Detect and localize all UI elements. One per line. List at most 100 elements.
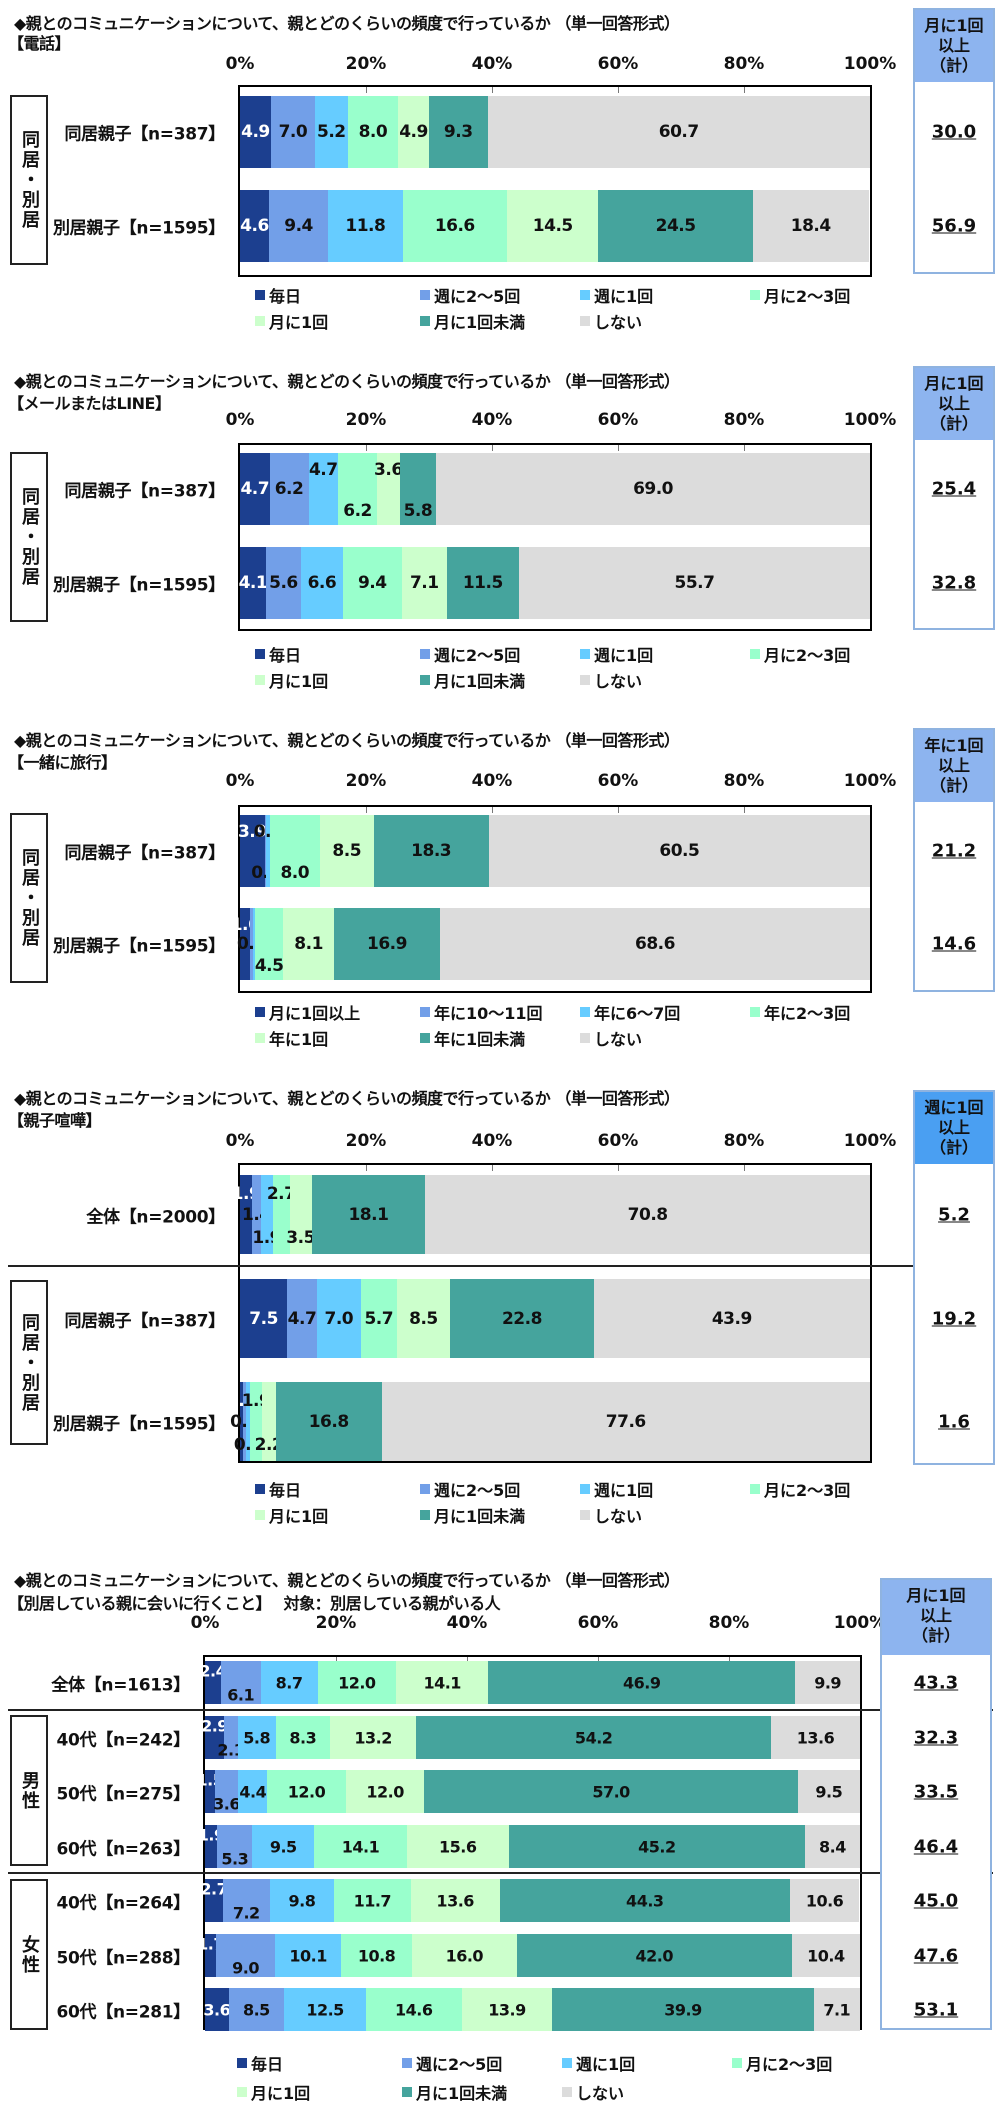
bar-segment: 8.5 xyxy=(228,1988,285,2031)
segment-value: 12.5 xyxy=(306,2000,344,2019)
segment-value: 4.9 xyxy=(241,122,270,142)
legend-label: 月に1回 xyxy=(269,1507,329,1526)
stacked-bar: 4.9 7.0 5.2 8.0 4.9 9.3 60.7 xyxy=(240,96,870,168)
stacked-bar: 1.7 9.0 10.1 10.8 16.0 42.0 10.4 xyxy=(197,1934,860,1978)
segment-value: 5.6 xyxy=(269,573,298,593)
bar-segment: 3.9 xyxy=(238,815,267,887)
bar-segment: 45.2 xyxy=(508,1825,805,1868)
segment-value: 13.2 xyxy=(354,1728,392,1747)
legend-label: 月に2～3回 xyxy=(746,2055,833,2074)
axis-tick-label: 100% xyxy=(833,1613,887,1633)
stacked-bar: 7.5 4.7 7.0 5.7 8.5 22.8 43.9 xyxy=(240,1279,870,1358)
summary-header-line: （計） xyxy=(929,1138,978,1157)
bar-segment: 4.7 xyxy=(240,453,270,525)
bar-segment: 60.7 xyxy=(487,96,870,168)
legend-swatch-icon xyxy=(420,1510,430,1520)
legend-label: 月に2～3回 xyxy=(764,1481,851,1500)
group-divider xyxy=(8,1265,993,1267)
row-label: 50代【n=275】 xyxy=(56,1784,191,1804)
axis-tick-label: 0% xyxy=(225,1131,255,1151)
row-label: 別居親子【n=1595】 xyxy=(52,1414,225,1434)
bar-segment: 2.1 xyxy=(217,1716,245,1760)
legend-label: 週に1回 xyxy=(594,646,654,665)
legend-label: 年に1回未満 xyxy=(434,1030,526,1049)
bar-segment: 16.8 xyxy=(275,1382,382,1461)
legend-item: 週に2～5回 xyxy=(402,2051,502,2075)
bar-segment: 2.4 xyxy=(199,1661,227,1704)
row-label: 同居親子【n=387】 xyxy=(64,124,225,145)
legend-swatch-icon xyxy=(420,290,430,300)
segment-value: 3.6 xyxy=(213,1794,241,1814)
axis-tick-label: 0% xyxy=(225,54,255,74)
legend-item: 年に2～3回 xyxy=(750,1000,850,1024)
plot-area: 4.9 7.0 5.2 8.0 4.9 9.3 60.7 4.6 9.4 11.8 16.6 14.5… xyxy=(238,85,872,277)
legend-item: 月に2～3回 xyxy=(750,642,850,666)
bar-segment: 9.4 xyxy=(268,190,329,262)
bar-segment: 15.6 xyxy=(406,1825,509,1868)
bar-segment: 5.2 xyxy=(314,96,348,168)
stacked-bar: 2.4 6.1 8.7 12.0 14.1 46.9 9.9 xyxy=(199,1661,860,1705)
summary-header-line: （計） xyxy=(929,414,978,433)
legend-label: 年に6～7回 xyxy=(594,1004,681,1023)
group-label-box: 同居・別居 xyxy=(10,95,48,265)
axis-tick xyxy=(618,1165,619,1171)
stacked-bar: 1.9 5.3 9.5 14.1 15.6 45.2 8.4 xyxy=(198,1825,860,1869)
summary-header: 週に1回 以上 （計） xyxy=(915,1092,993,1164)
axis-tick-label: 40% xyxy=(471,54,513,74)
legend-item: 毎日 xyxy=(255,1477,301,1501)
bar-segment: 24.5 xyxy=(598,190,753,262)
summary-column: 月に1回 以上 （計） xyxy=(913,366,995,630)
segment-value: 70.8 xyxy=(627,1204,668,1225)
bar-segment: 6.2 xyxy=(338,453,378,525)
segment-value: 8.0 xyxy=(358,122,388,142)
legend-item: しない xyxy=(562,2080,624,2104)
bar-segment: 18.3 xyxy=(373,815,489,887)
plot-area: 1.9 1.4 1.9 2.7 3.5 18.1 70.8 7.5 4.7 7.0 5.7 8.5 22… xyxy=(227,1163,872,1463)
plot-area: 2.4 6.1 8.7 12.0 14.1 46.9 9.9 2.9 2.1 5.8 8.3 13.2… xyxy=(196,1655,862,2031)
summary-total: 21.2 xyxy=(931,840,977,862)
bar-segment: 1.7 xyxy=(197,1934,224,1977)
segment-value: 2.7 xyxy=(266,1183,296,1204)
legend-swatch-icon xyxy=(402,2087,412,2097)
legend-label: 年に2～3回 xyxy=(764,1004,851,1023)
summary-header-line: 月に1回 xyxy=(924,16,984,35)
axis-tick xyxy=(598,1657,599,1663)
segment-value: 54.2 xyxy=(574,1728,613,1747)
summary-header: 月に1回 以上 （計） xyxy=(882,1580,990,1655)
axis-tick xyxy=(729,1657,730,1663)
axis-tick xyxy=(618,807,619,813)
row-label: 同居親子【n=387】 xyxy=(64,481,225,502)
row-label: 同居親子【n=387】 xyxy=(64,1311,225,1331)
legend-swatch-icon xyxy=(420,1033,430,1043)
segment-value: 5.3 xyxy=(221,1849,249,1869)
segment-value: 4.7 xyxy=(240,479,270,499)
bar-segment: 16.9 xyxy=(334,908,440,980)
segment-value: 43.9 xyxy=(711,1308,752,1329)
segment-value: 22.8 xyxy=(501,1308,542,1329)
legend-label: 年に10～11回 xyxy=(434,1004,543,1023)
legend-item: 週に1回 xyxy=(562,2051,635,2075)
axis-tick xyxy=(366,445,367,451)
legend-label: 月に2～3回 xyxy=(764,646,851,665)
legend-swatch-icon xyxy=(750,1484,760,1494)
chart-title: ◆親とのコミュニケーションについて、親とどのくらいの頻度で行っているか （単一回… xyxy=(14,1571,680,1590)
segment-value: 9.8 xyxy=(288,1891,316,1910)
segment-value: 8.5 xyxy=(409,1308,438,1329)
bar-segment: 5.3 xyxy=(217,1825,253,1869)
summary-header-line: 週に1回 xyxy=(924,1098,984,1117)
bar-segment: 4.9 xyxy=(398,96,429,168)
segment-value: 15.6 xyxy=(439,1837,477,1856)
bar-segment: 4.7 xyxy=(308,453,338,525)
stacked-bar: 1.9 1.4 1.9 2.7 3.5 18.1 70.8 xyxy=(232,1175,871,1254)
bar-segment: 55.7 xyxy=(519,547,870,619)
bar-segment: 4.4 xyxy=(238,1770,268,1813)
legend-swatch-icon xyxy=(750,290,760,300)
legend-swatch-icon xyxy=(402,2058,412,2068)
summary-header-line: 月に1回 xyxy=(906,1586,966,1605)
legend-swatch-icon xyxy=(580,1033,590,1043)
bar-segment: 10.8 xyxy=(341,1934,412,1977)
group-label-box: 同居・別居 xyxy=(10,813,48,983)
group-label-box: 同居・別居 xyxy=(10,452,48,622)
bar-segment: 4.6 xyxy=(240,190,269,262)
bar-segment: 5.8 xyxy=(237,1716,276,1759)
